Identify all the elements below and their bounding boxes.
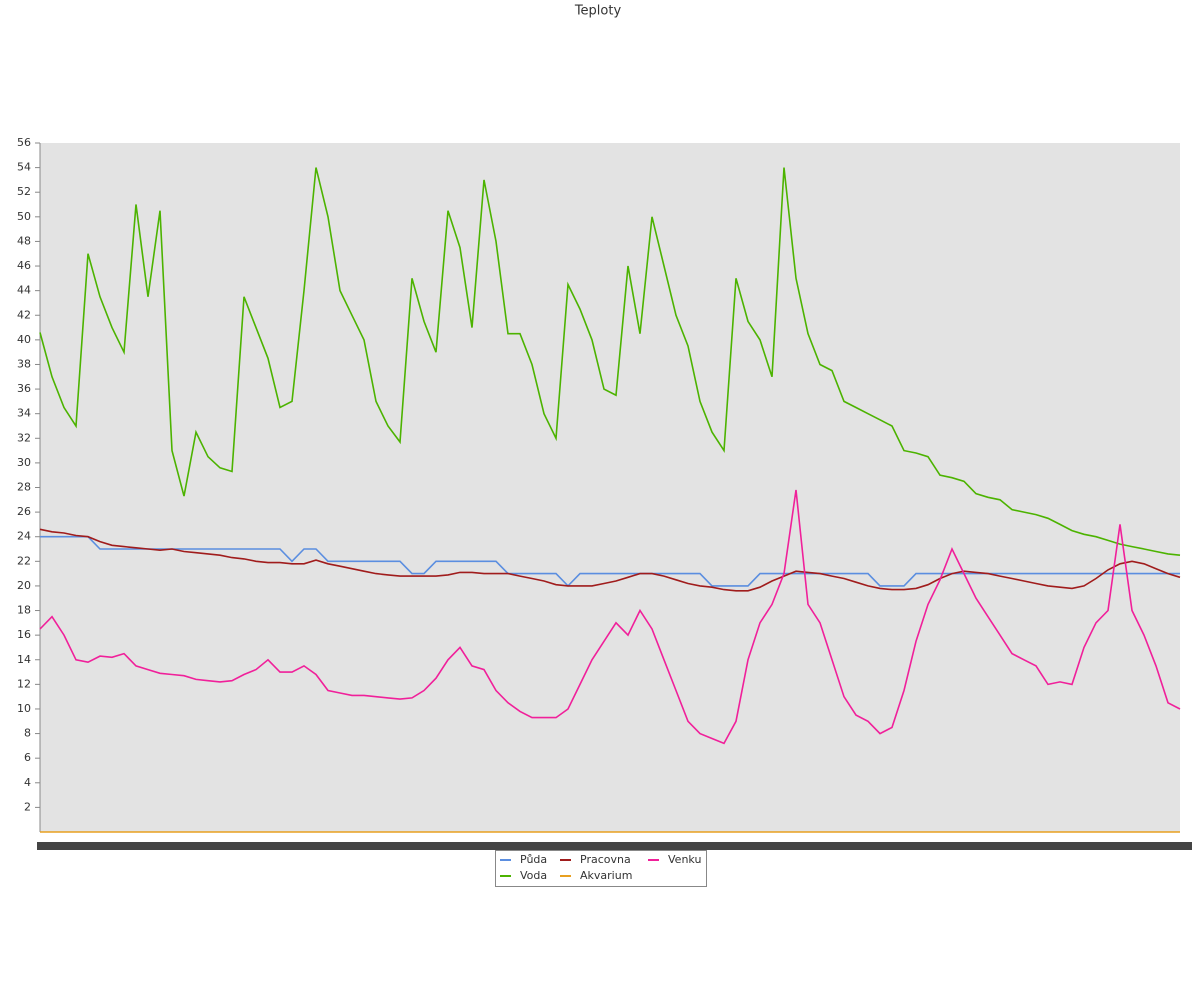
y-tick-label: 42 — [17, 308, 31, 321]
y-tick-label: 54 — [17, 161, 31, 174]
y-tick-label: 44 — [17, 284, 31, 297]
y-tick-label: 38 — [17, 357, 31, 370]
y-tick-label: 32 — [17, 431, 31, 444]
x-axis-labels-blur — [37, 842, 1192, 850]
y-tick-label: 34 — [17, 407, 31, 420]
y-tick-label: 2 — [24, 800, 31, 813]
series-line — [39, 167, 1181, 556]
plot-area — [40, 143, 1180, 832]
y-tick-label: 48 — [17, 234, 31, 247]
series-line — [39, 528, 1181, 592]
y-tick-label: 14 — [17, 653, 31, 666]
legend-label: Pracovna — [580, 853, 631, 866]
y-tick-label: 12 — [17, 677, 31, 690]
y-tick-label: 50 — [17, 210, 31, 223]
legend-label: Venku — [668, 853, 701, 866]
y-tick-label: 22 — [17, 554, 31, 567]
y-tick-label: 30 — [17, 456, 31, 469]
y-tick-label: 16 — [17, 628, 31, 641]
y-tick-label: 4 — [24, 776, 31, 789]
y-tick-label: 24 — [17, 530, 31, 543]
legend-label: Akvarium — [580, 869, 632, 882]
chart-title: Teploty — [574, 4, 622, 19]
y-tick-label: 56 — [17, 136, 31, 149]
series-line — [39, 489, 1181, 745]
legend-label: Voda — [520, 869, 547, 882]
y-tick-label: 20 — [17, 579, 31, 592]
y-tick-label: 52 — [17, 185, 31, 198]
y-tick-label: 8 — [24, 727, 31, 740]
legend-label: Půda — [520, 853, 547, 866]
y-tick-label: 28 — [17, 481, 31, 494]
y-tick-label: 6 — [24, 751, 31, 764]
y-tick-label: 46 — [17, 259, 31, 272]
y-tick-label: 18 — [17, 604, 31, 617]
legend — [495, 850, 707, 887]
y-tick-label: 10 — [17, 702, 31, 715]
y-tick-label: 26 — [17, 505, 31, 518]
y-tick-label: 36 — [17, 382, 31, 395]
y-tick-label: 40 — [17, 333, 31, 346]
